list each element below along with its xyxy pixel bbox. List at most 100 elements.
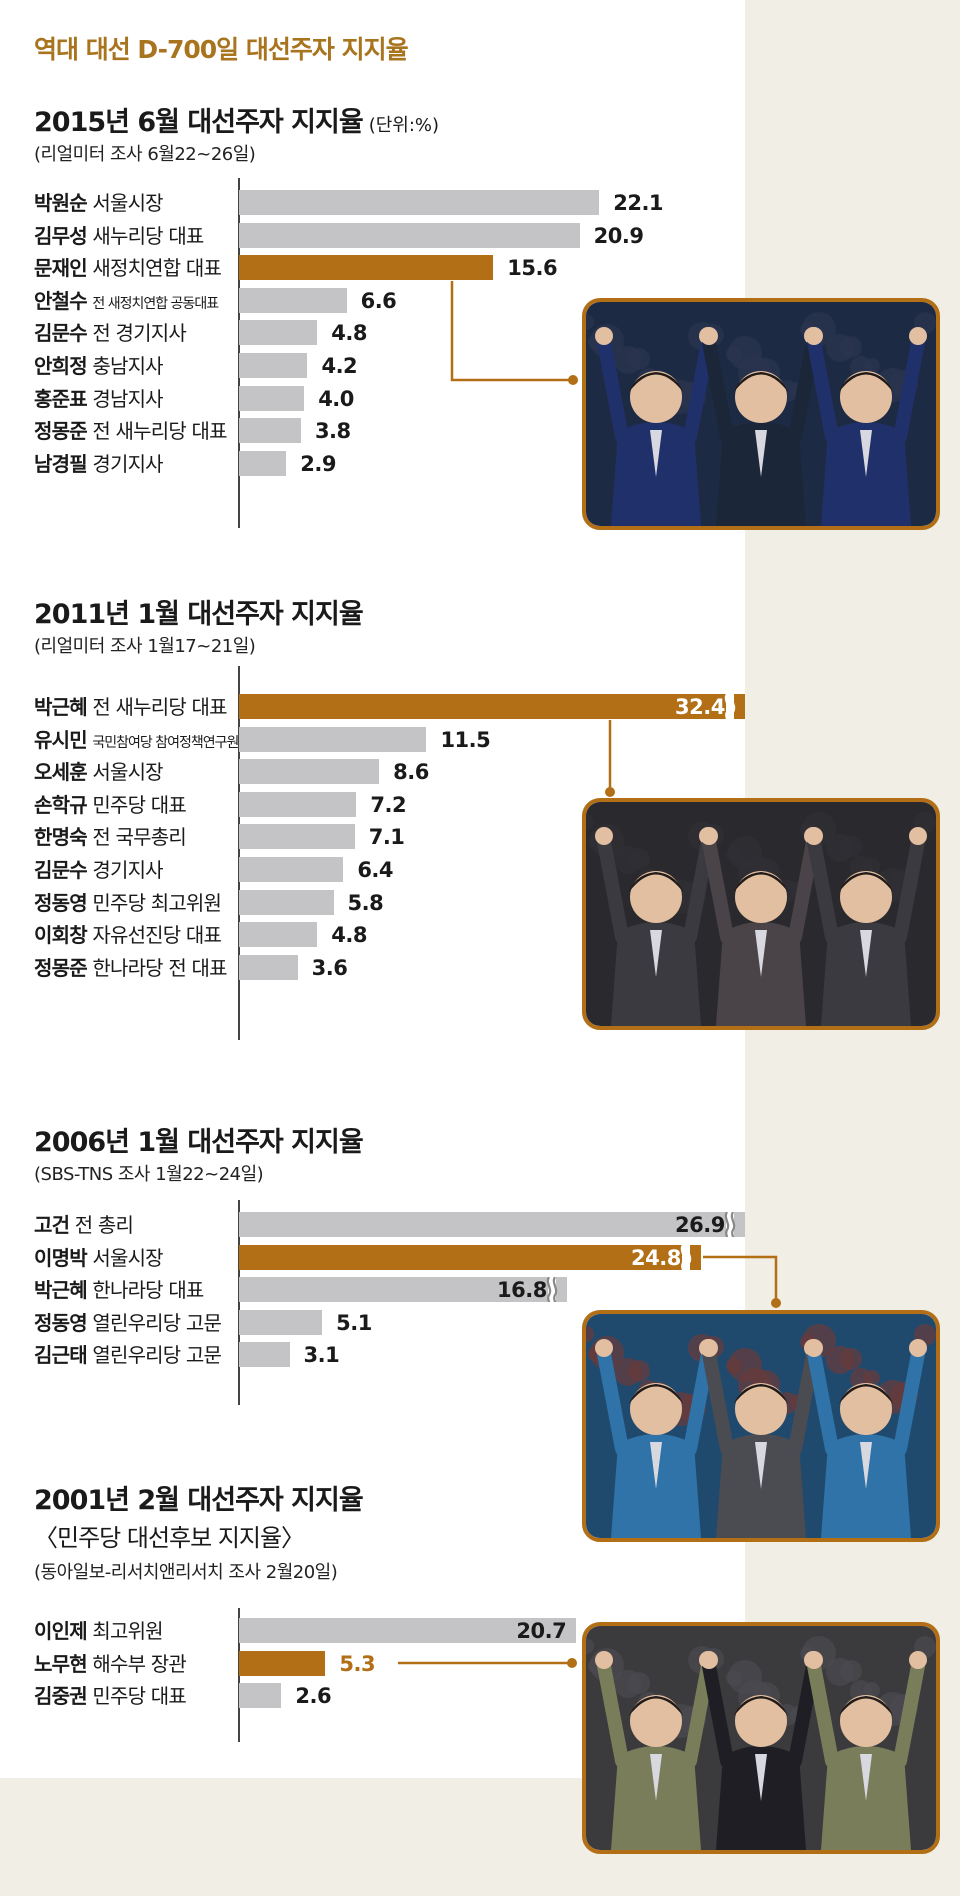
bar-value-label: 11.5 (440, 728, 491, 752)
bar (239, 922, 318, 947)
bar-label: 김무성 새누리당 대표 (34, 223, 204, 249)
bar (239, 890, 334, 915)
bar-value-label: 6.6 (360, 289, 397, 313)
bar-value-label: 15.6 (507, 256, 558, 280)
candidate-name: 남경필 (34, 452, 88, 476)
candidate-role: 전 국무총리 (92, 825, 186, 849)
candidate-role: 해수부 장관 (92, 1652, 186, 1676)
candidate-name: 한명숙 (34, 825, 88, 849)
news-photo (582, 798, 940, 1030)
candidate-role: 충남지사 (92, 354, 163, 378)
bar (239, 223, 580, 248)
candidate-name: 박근혜 (34, 1278, 88, 1302)
candidate-role: 전 총리 (74, 1213, 134, 1237)
axis-break-mark (546, 1277, 558, 1302)
candidate-role: 새누리당 대표 (92, 224, 204, 248)
bar-value-label: 20.9 (593, 224, 644, 248)
candidate-name: 이회창 (34, 923, 88, 947)
bar-label: 정동영 민주당 최고위원 (34, 890, 222, 916)
bar-label: 노무현 해수부 장관 (34, 1651, 187, 1677)
candidate-name: 손학규 (34, 793, 88, 817)
bar (239, 1277, 567, 1302)
chart-title-text: 2011년 1월 대선주자 지지율 (34, 599, 364, 630)
candidate-role: 민주당 최고위원 (92, 891, 222, 915)
candidate-role: 전 새누리당 대표 (92, 695, 227, 719)
bar (239, 1310, 323, 1335)
bar-value-label: 3.1 (303, 1343, 340, 1367)
bar (239, 792, 357, 817)
bar-label: 한명숙 전 국무총리 (34, 824, 187, 850)
candidate-name: 노무현 (34, 1652, 88, 1676)
bar-label: 이인제 최고위원 (34, 1618, 164, 1644)
chart-source-note: (리얼미터 조사 6월22~26일) (34, 144, 256, 165)
chart-title-text: 2006년 1월 대선주자 지지율 (34, 1127, 364, 1158)
bar-label: 김근태 열린우리당 고문 (34, 1342, 222, 1368)
bar-label: 정몽준 전 새누리당 대표 (34, 418, 228, 444)
main-title: 역대 대선 D-700일 대선주자 지지율 (34, 35, 409, 64)
candidate-role: 민주당 대표 (92, 1684, 186, 1708)
bar-value-label: 5.1 (336, 1311, 372, 1335)
bar-value-label: 22.1 (613, 191, 664, 215)
chart-title: 2015년 6월 대선주자 지지율 (단위:%) (34, 100, 439, 139)
candidate-role: 열린우리당 고문 (92, 1311, 222, 1335)
candidate-role: 열린우리당 고문 (92, 1343, 222, 1367)
bar-value-label: 4.8 (331, 923, 367, 947)
candidate-name: 문재인 (34, 256, 88, 280)
bar (239, 824, 355, 849)
bar-value-label: 3.6 (311, 956, 348, 980)
news-photo (582, 1622, 940, 1854)
bar-label: 박근혜 한나라당 대표 (34, 1277, 204, 1303)
bar-value-label: 2.6 (295, 1684, 332, 1708)
chart-source-note: (리얼미터 조사 1월17~21일) (34, 636, 256, 657)
candidate-role: 전 경기지사 (92, 321, 186, 345)
bar-label: 손학규 민주당 대표 (34, 792, 187, 818)
photo-illustration (586, 302, 936, 526)
axis-break-mark (724, 694, 736, 719)
candidate-role: 경기지사 (92, 452, 163, 476)
bar-value-label: 16.8 (497, 1278, 547, 1302)
bar (239, 955, 298, 980)
bar-label: 김문수 전 경기지사 (34, 320, 187, 346)
chart-title-text: 2001년 2월 대선주자 지지율 (34, 1485, 364, 1516)
candidate-name: 박근혜 (34, 695, 88, 719)
bar-value-label: 8.6 (393, 760, 429, 784)
candidate-role: 국민참여당 참여정책연구원장 (92, 735, 251, 751)
bar-value-label: 4.0 (318, 387, 354, 411)
bar-value-label: 5.8 (347, 891, 384, 915)
candidate-name: 유시민 (34, 728, 88, 752)
bar (239, 320, 318, 345)
bar-value-label: 20.7 (516, 1619, 567, 1643)
bar (239, 353, 308, 378)
bar-label: 홍준표 경남지사 (34, 386, 164, 412)
bar-value-label: 5.3 (339, 1652, 376, 1676)
candidate-role: 경남지사 (92, 387, 163, 411)
candidate-name: 김문수 (34, 858, 88, 882)
candidate-name: 김근태 (34, 1343, 88, 1367)
bar-label: 박원순 서울시장 (34, 190, 164, 216)
bar-label: 안철수 전 새정치연합 공동대표 (34, 288, 219, 314)
chart-axis (238, 1200, 240, 1405)
bar-label: 고건 전 총리 (34, 1212, 134, 1238)
candidate-role: 전 새정치연합 공동대표 (92, 296, 219, 312)
bar-value-label: 6.4 (357, 858, 394, 882)
chart-axis (238, 666, 240, 1040)
candidate-name: 홍준표 (34, 387, 88, 411)
bar (239, 190, 600, 215)
candidate-role: 민주당 대표 (92, 793, 186, 817)
candidate-name: 정몽준 (34, 956, 88, 980)
bar (239, 1683, 282, 1708)
bar-value-label: 7.1 (368, 825, 405, 849)
bar (239, 1212, 745, 1237)
candidate-name: 정동영 (34, 1311, 88, 1335)
bar (239, 1618, 577, 1643)
bar-value-label: 32.4 (675, 695, 725, 719)
photo-illustration (586, 1314, 936, 1538)
bar (239, 418, 301, 443)
chart-source-note: (동아일보-리서치앤리서치 조사 2월20일) (34, 1562, 338, 1583)
bar (239, 386, 305, 411)
bar-label: 이회창 자유선진당 대표 (34, 922, 222, 948)
